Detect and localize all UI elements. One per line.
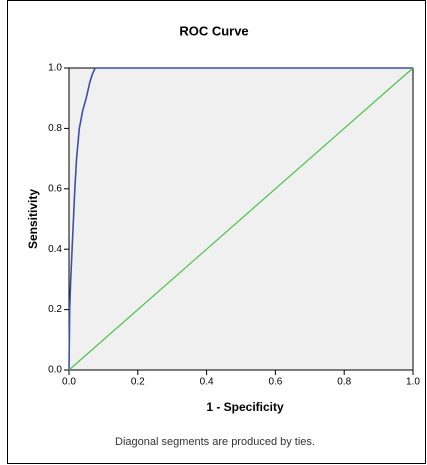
roc-line	[68, 67, 414, 371]
x-tick-label: 1.0	[406, 377, 420, 388]
y-tick-label: 0.8	[48, 123, 62, 134]
y-tick-label: 0.0	[48, 365, 62, 376]
x-tick-label: 0.2	[131, 377, 145, 388]
x-tick-label: 0.4	[200, 377, 214, 388]
x-tick-label: 0.8	[337, 377, 351, 388]
x-axis-title: 1 - Specificity	[206, 400, 284, 414]
x-tick-label: 0.6	[268, 377, 282, 388]
x-tick-label: 0.0	[62, 377, 76, 388]
chart-title: ROC Curve	[179, 23, 248, 38]
footnote: Diagonal segments are produced by ties.	[115, 436, 315, 448]
y-axis-title: Sensitivity	[26, 189, 40, 249]
y-tick-label: 0.6	[48, 183, 62, 194]
y-tick-label: 0.2	[48, 304, 62, 315]
y-tick-label: 0.4	[48, 244, 62, 255]
y-tick-label: 1.0	[48, 63, 62, 74]
roc-line	[68, 67, 413, 371]
